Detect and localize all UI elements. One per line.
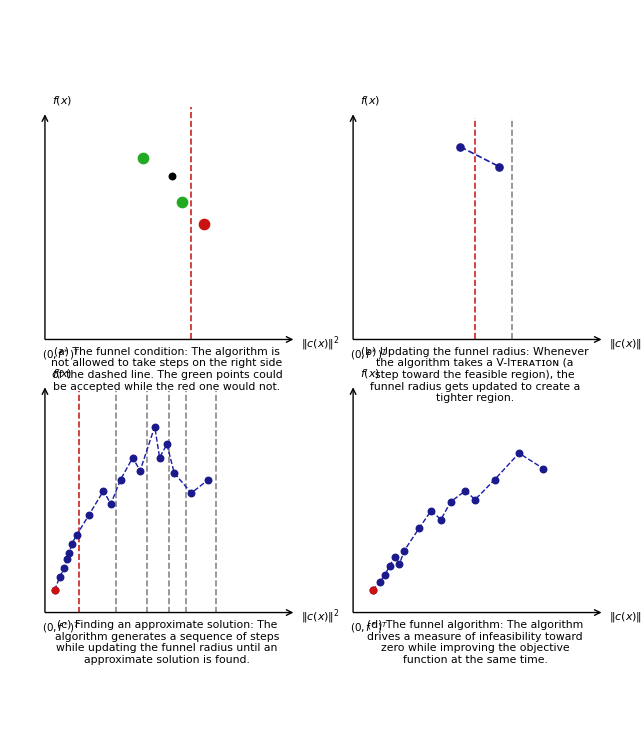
Text: (d) The funnel algorithm: The algorithm
drives a measure of infeasibility toward: (d) The funnel algorithm: The algorithm … xyxy=(367,620,583,665)
Text: (b) Updating the funnel radius: Whenever
the algorithm takes a V-Iᴛᴇʀᴀᴛɪᴏɴ (a
st: (b) Updating the funnel radius: Whenever… xyxy=(361,347,589,403)
Point xyxy=(62,554,72,565)
Point xyxy=(155,452,165,463)
Point xyxy=(135,465,145,477)
Point xyxy=(385,560,395,572)
Point xyxy=(98,485,108,497)
Text: $\|c(x)\|^2$: $\|c(x)\|^2$ xyxy=(301,334,340,354)
Point xyxy=(67,538,77,550)
Point xyxy=(204,474,214,486)
Point xyxy=(71,529,82,541)
Point xyxy=(106,498,116,510)
Point xyxy=(379,569,390,581)
Point xyxy=(49,584,60,596)
Text: $f(x)$: $f(x)$ xyxy=(52,94,73,107)
Point xyxy=(83,509,94,521)
Point xyxy=(399,545,410,556)
Point xyxy=(367,584,377,596)
Point xyxy=(375,576,385,587)
Text: (a) The funnel condition: The algorithm is
not allowed to take steps on the righ: (a) The funnel condition: The algorithm … xyxy=(51,347,282,392)
Point xyxy=(470,494,480,506)
Text: $\|c(x)\|^2$: $\|c(x)\|^2$ xyxy=(609,607,642,627)
Point xyxy=(116,474,126,486)
Point xyxy=(514,447,524,459)
Point xyxy=(494,161,505,173)
Text: $(0, f^*)^T$: $(0, f^*)^T$ xyxy=(42,347,80,362)
Text: $f(x)$: $f(x)$ xyxy=(360,367,381,380)
Text: $(0, f^*)^T$: $(0, f^*)^T$ xyxy=(42,620,80,635)
Point xyxy=(394,558,404,570)
Text: (c) Finding an approximate solution: The
algorithm generates a sequence of steps: (c) Finding an approximate solution: The… xyxy=(55,620,279,665)
Point xyxy=(436,514,446,525)
Point xyxy=(367,584,377,596)
Text: $(0, f^*)^T$: $(0, f^*)^T$ xyxy=(350,347,388,362)
Point xyxy=(55,571,65,583)
Point xyxy=(49,584,60,596)
Point xyxy=(169,467,179,479)
Text: $(0, f^*)^T$: $(0, f^*)^T$ xyxy=(350,620,388,635)
Point xyxy=(150,421,160,432)
Point xyxy=(414,523,424,534)
Text: $\|c(x)\|^2$: $\|c(x)\|^2$ xyxy=(609,334,642,354)
Point xyxy=(128,452,138,463)
Text: $f(x)$: $f(x)$ xyxy=(52,367,73,380)
Point xyxy=(162,438,172,450)
Point xyxy=(177,196,187,208)
Point xyxy=(167,170,177,182)
Text: $f(x)$: $f(x)$ xyxy=(360,94,381,107)
Point xyxy=(186,487,196,499)
Point xyxy=(426,505,437,517)
Point xyxy=(59,562,69,574)
Point xyxy=(198,218,209,230)
Point xyxy=(390,551,400,563)
Point xyxy=(455,141,465,153)
Point xyxy=(460,485,471,497)
Point xyxy=(489,474,499,486)
Point xyxy=(446,496,456,508)
Point xyxy=(538,463,548,475)
Point xyxy=(64,547,74,559)
Point xyxy=(137,152,148,164)
Text: $\|c(x)\|^2$: $\|c(x)\|^2$ xyxy=(301,607,340,627)
